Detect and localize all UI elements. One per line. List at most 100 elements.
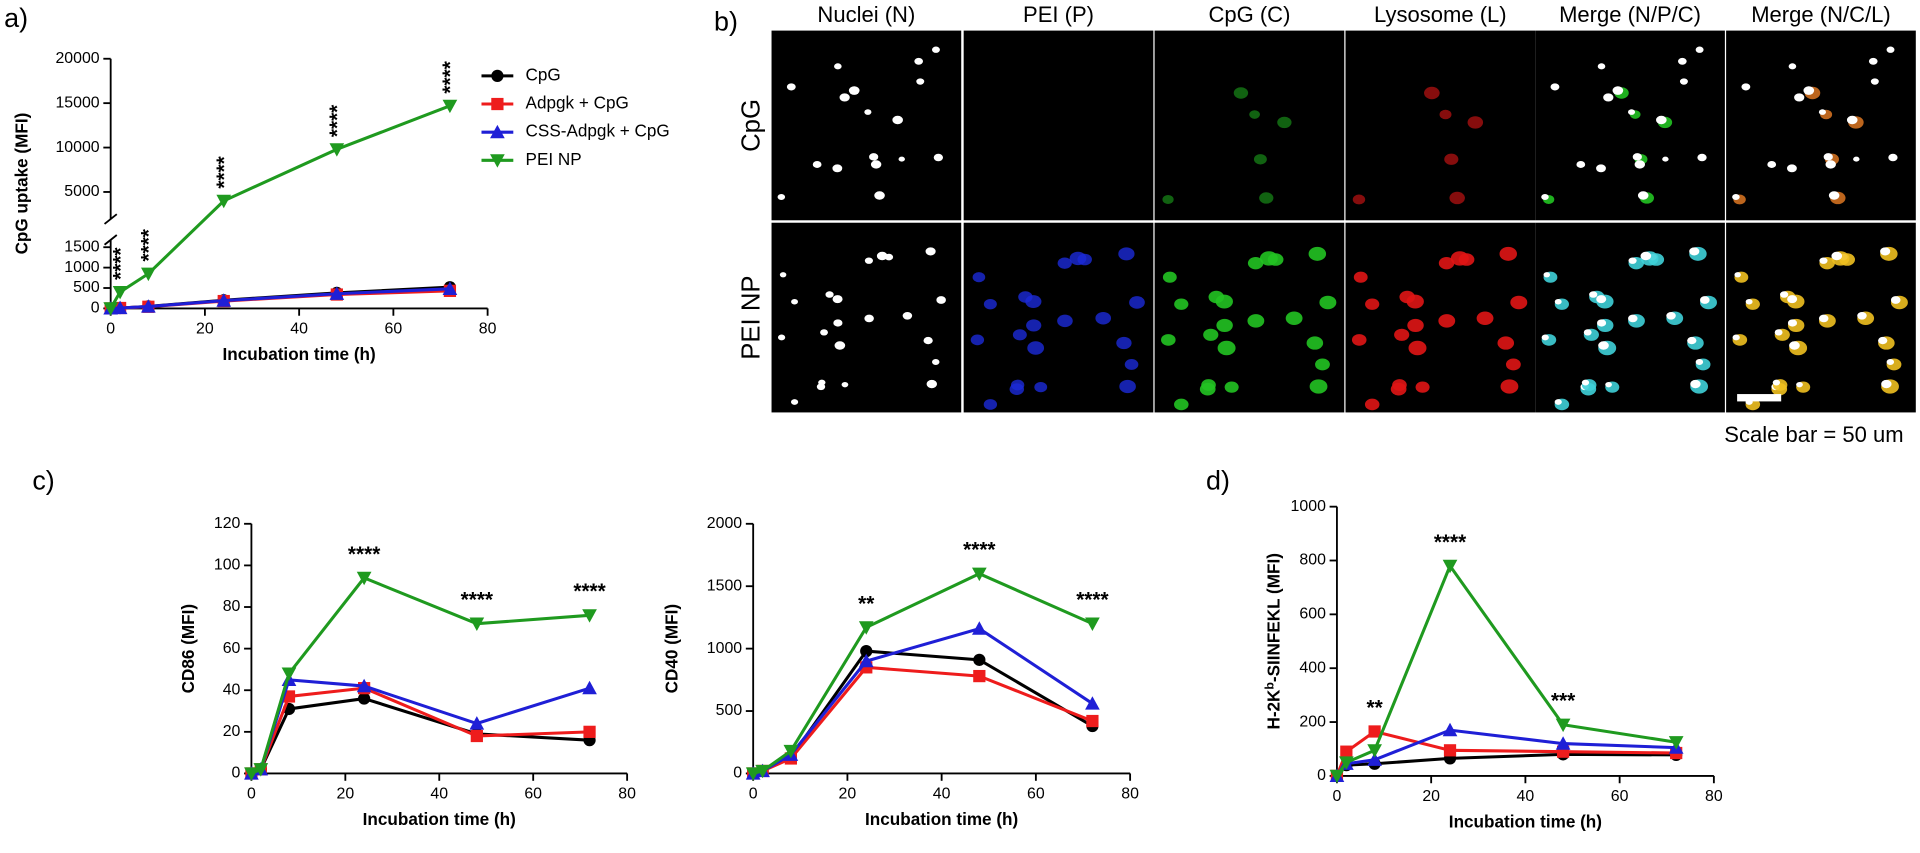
cell (1689, 247, 1700, 256)
scale-bar-label: Scale bar = 50 um (1724, 422, 1903, 447)
cell (1589, 291, 1598, 298)
cell (1679, 78, 1688, 85)
y-axis-label: CD86 (MFI) (178, 604, 198, 693)
y-tick-label: 60 (223, 640, 241, 657)
cell (1788, 63, 1797, 70)
cell (1012, 329, 1027, 341)
cell (1449, 191, 1465, 205)
x-tick-label: 40 (1517, 788, 1535, 805)
cell (1796, 381, 1803, 388)
significance: *** (1551, 690, 1576, 713)
data-point (582, 680, 597, 695)
y-axis-label: H-2Kb-SIINFEKL (MFI) (1262, 553, 1283, 729)
cell (1259, 192, 1274, 204)
y-tick-label: 500 (73, 279, 100, 296)
cell (1351, 334, 1367, 346)
cell (1118, 247, 1135, 261)
series-line (110, 287, 450, 310)
cell (1057, 257, 1072, 269)
cell (1628, 314, 1638, 323)
cell (1605, 381, 1612, 388)
x-tick-label: 60 (1611, 788, 1629, 805)
x-tick-label: 80 (1705, 788, 1723, 805)
cell (972, 272, 986, 283)
cell (786, 83, 796, 91)
x-tick-label: 0 (106, 320, 115, 337)
axis-break (103, 234, 118, 246)
cell (1124, 359, 1139, 370)
y-tick-label: 600 (1299, 606, 1326, 623)
y-tick-label: 80 (223, 598, 241, 615)
data-point (1442, 722, 1458, 737)
cell (1129, 296, 1145, 309)
micrograph-tile (1345, 30, 1536, 221)
y-tick-label: 0 (91, 300, 100, 317)
y-tick-label: 800 (1299, 552, 1326, 569)
data-point (973, 653, 986, 666)
x-tick-label: 40 (290, 320, 308, 337)
cell (1554, 298, 1562, 305)
legend-label: CpG (526, 64, 561, 84)
data-point (1340, 745, 1353, 758)
cell (1476, 311, 1494, 325)
cell (925, 247, 936, 256)
cell (1870, 78, 1879, 85)
cell (1697, 153, 1707, 162)
cell (1878, 336, 1888, 345)
cell (870, 160, 882, 169)
cell (1308, 246, 1327, 261)
data-point (281, 667, 297, 681)
data-point (253, 763, 269, 777)
legend-marker (490, 154, 505, 168)
data-point (858, 653, 874, 668)
cell (1576, 160, 1586, 168)
cell (839, 93, 850, 102)
significance: ** (858, 592, 875, 615)
data-point (1339, 756, 1354, 770)
significance: **** (348, 543, 381, 566)
cell (1554, 399, 1562, 405)
cell (874, 191, 885, 200)
y-tick-label: 0 (1317, 767, 1326, 784)
cell (1119, 379, 1136, 394)
cell (1499, 246, 1517, 261)
cell (1203, 328, 1219, 341)
cell (1510, 295, 1528, 310)
y-tick-label: 1500 (64, 238, 100, 255)
cell (1353, 271, 1368, 283)
column-header: Lysosome (L) (1374, 2, 1507, 27)
data-point (1442, 559, 1458, 574)
column-header: Merge (N/C/L) (1751, 2, 1890, 27)
cell (1095, 311, 1112, 325)
cell (1319, 295, 1337, 310)
cell (1828, 191, 1840, 200)
data-point (141, 299, 156, 313)
cell (1831, 251, 1843, 261)
x-axis-label: Incubation time (h) (1449, 811, 1602, 831)
y-tick-label: 2000 (707, 515, 743, 532)
data-point (1367, 752, 1382, 766)
cell (1825, 160, 1836, 169)
cell (1392, 379, 1407, 391)
cell (1695, 46, 1704, 53)
cell (1541, 334, 1549, 341)
cell (1057, 314, 1073, 328)
y-tick-label: 1000 (1291, 498, 1327, 515)
y-tick-label: 1000 (64, 259, 100, 276)
x-tick-label: 60 (524, 785, 542, 802)
significance: **** (1434, 531, 1467, 554)
cell (1309, 379, 1328, 394)
data-point (583, 725, 596, 738)
series-line (1335, 752, 1677, 777)
cell (1027, 341, 1045, 355)
cell (1603, 93, 1614, 102)
significance: **** (573, 580, 606, 603)
x-tick-label: 20 (839, 785, 857, 802)
x-tick-label: 80 (618, 785, 636, 802)
cell (1162, 271, 1177, 283)
cell (1365, 298, 1380, 310)
series-line (109, 104, 451, 310)
cell (869, 153, 879, 161)
y-tick-label: 0 (733, 765, 742, 782)
x-tick-label: 80 (479, 320, 497, 337)
